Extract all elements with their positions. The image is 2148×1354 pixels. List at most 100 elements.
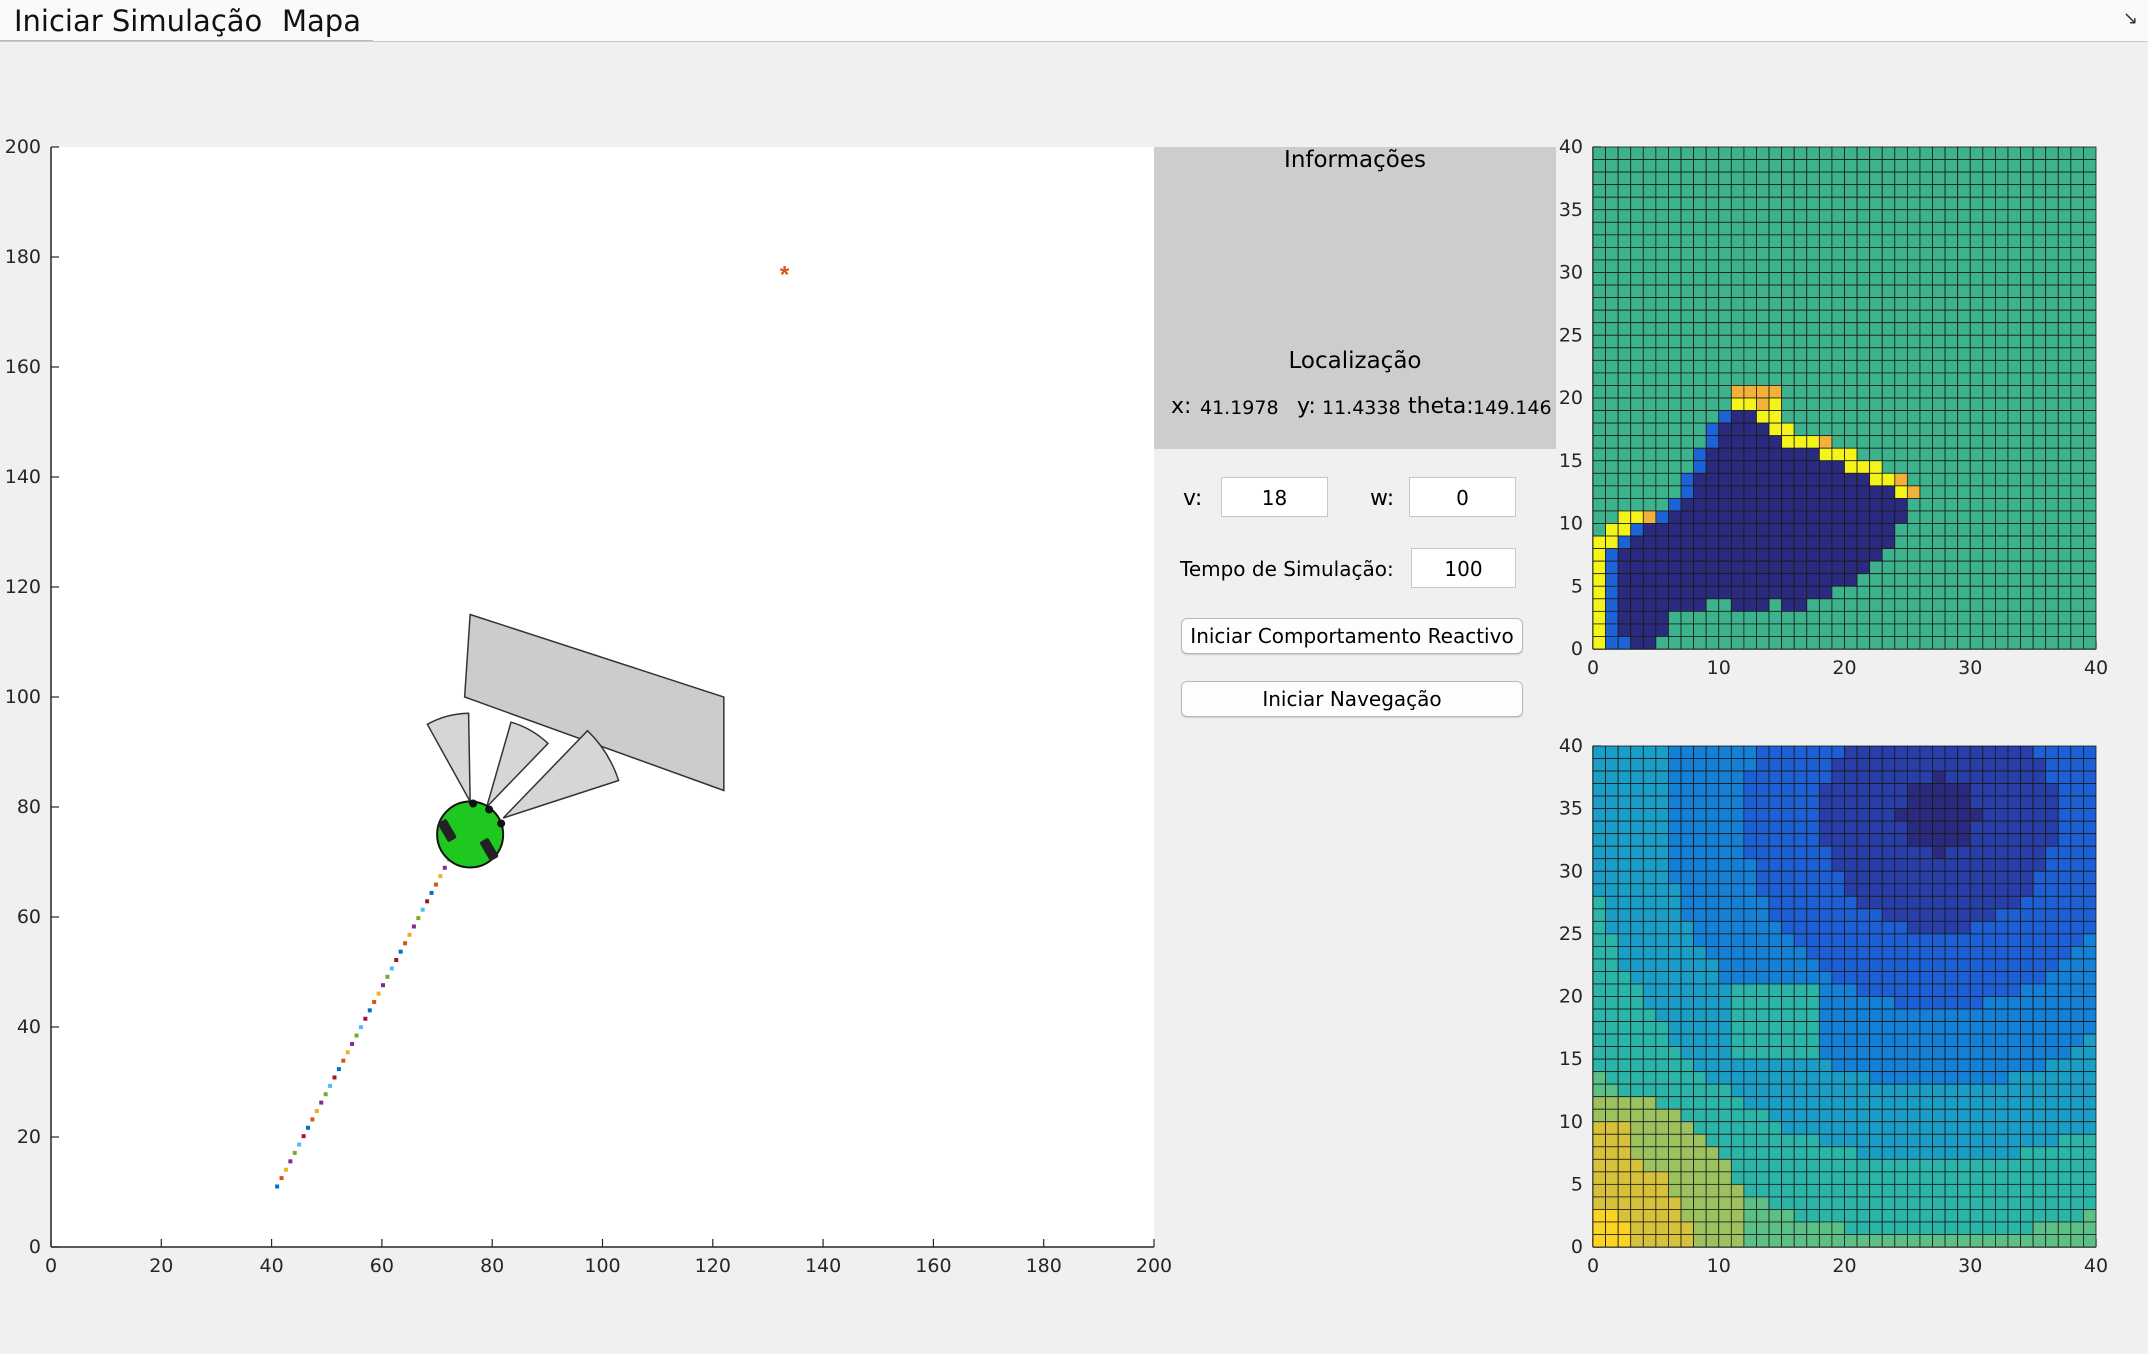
potential-cell — [1932, 820, 1946, 835]
map-cell — [1605, 234, 1619, 248]
potential-cell — [1869, 920, 1883, 935]
map-cell — [1906, 548, 1921, 562]
map-cell — [1768, 523, 1783, 537]
w-input[interactable]: 0 — [1409, 477, 1516, 517]
map-cell — [1630, 585, 1644, 600]
map-cell — [1995, 246, 2009, 261]
potential-cell — [2070, 1008, 2084, 1022]
potential-cell — [1705, 883, 1720, 897]
potential-cell — [1718, 1121, 1732, 1135]
map-cell — [1617, 485, 1632, 499]
resize-icon[interactable]: ↘ — [2122, 8, 2138, 28]
map-cell — [1982, 397, 1996, 411]
potential-cell — [1743, 1021, 1757, 1035]
potential-cell — [1869, 895, 1883, 910]
map-cell — [1906, 209, 1921, 223]
potential-cell — [1818, 1146, 1833, 1160]
map-cell — [1844, 548, 1858, 562]
map-cell — [1642, 485, 1657, 499]
map-cell — [1856, 435, 1871, 449]
reactive-behavior-button[interactable]: Iniciar Comportamento Reactivo — [1181, 618, 1523, 654]
potential-cell — [2070, 883, 2084, 897]
potential-cell — [1957, 1121, 1971, 1135]
menu-mapa[interactable]: Mapa — [282, 4, 361, 38]
map-cell — [1693, 548, 1707, 562]
map-cell — [1605, 560, 1619, 575]
map-cell — [1718, 171, 1732, 186]
map-cell — [1944, 523, 1959, 537]
potential-cell — [1793, 983, 1808, 997]
map-cell — [1693, 435, 1707, 449]
map-x-tick-label: 40 — [2084, 657, 2108, 679]
potential-cell — [2020, 1171, 2034, 1185]
potential-cell — [1856, 745, 1871, 759]
map-cell — [1869, 560, 1883, 575]
potential-cell — [1806, 783, 1820, 797]
potential-cell — [1730, 933, 1745, 947]
potential-cell — [2083, 808, 2097, 822]
map-cell — [1605, 334, 1619, 349]
map-cell — [1957, 573, 1971, 587]
potential-cell — [1831, 808, 1845, 822]
potential-cell — [2032, 958, 2047, 972]
potential-cell — [1856, 1221, 1871, 1235]
map-cell — [1705, 184, 1720, 198]
map-cell — [1844, 309, 1858, 324]
potential-cell — [1806, 745, 1820, 759]
map-cell — [2083, 472, 2097, 487]
potential-cell — [2020, 920, 2034, 935]
potential-cell — [1781, 1058, 1795, 1073]
map-cell — [1781, 347, 1795, 361]
potential-cell — [1818, 845, 1833, 860]
map-cell — [1831, 159, 1845, 173]
map-cell — [1718, 259, 1732, 273]
map-cell — [2020, 422, 2034, 437]
potential-cell — [1894, 1158, 1908, 1173]
potential-cell — [1944, 858, 1959, 872]
map-cell — [1919, 422, 1933, 437]
menu-iniciar-simulacao[interactable]: Iniciar Simulação — [14, 4, 263, 38]
potential-cell — [1617, 883, 1632, 897]
trajectory-point — [297, 1142, 302, 1147]
potential-cell — [2057, 1046, 2072, 1060]
potential-cell — [2032, 758, 2047, 772]
potential-cell — [1693, 1033, 1707, 1047]
map-cell — [1605, 372, 1619, 386]
potential-cell — [1680, 920, 1695, 935]
map-x-tick-label: 20 — [1832, 657, 1856, 679]
potential-cell — [1818, 1008, 1833, 1022]
map-cell — [1680, 447, 1695, 462]
potential-cell — [1705, 820, 1720, 835]
potential-cell — [1743, 758, 1757, 772]
map-cell — [2070, 636, 2084, 650]
map-cell — [1806, 636, 1820, 650]
map-cell — [1944, 435, 1959, 449]
potential-cell — [2007, 858, 2021, 872]
potential-cell — [1919, 1133, 1933, 1148]
map-cell — [1743, 472, 1757, 487]
time-input[interactable]: 100 — [1411, 548, 1516, 588]
potential-cell — [2020, 870, 2034, 885]
map-cell — [1781, 334, 1795, 349]
potential-cell — [1592, 1133, 1606, 1148]
map-cell — [1919, 535, 1933, 549]
map-cell — [1693, 334, 1707, 349]
map-cell — [1655, 259, 1669, 273]
potential-cell — [1743, 996, 1757, 1010]
map-cell — [2045, 259, 2059, 273]
map-cell — [1957, 385, 1971, 399]
map-cell — [2057, 548, 2072, 562]
potential-cell — [1768, 1058, 1783, 1073]
map-cell — [2057, 623, 2072, 637]
map-cell — [2007, 410, 2021, 424]
potential-cell — [2070, 1196, 2084, 1210]
potential-cell — [1693, 1221, 1707, 1235]
v-input[interactable]: 18 — [1221, 477, 1328, 517]
potential-cell — [1768, 958, 1783, 972]
potential-cell — [1995, 996, 2009, 1010]
map-cell — [1705, 359, 1720, 374]
potential-cell — [2045, 920, 2059, 935]
potential-cell — [2083, 1196, 2097, 1210]
start-navigation-button[interactable]: Iniciar Navegação — [1181, 681, 1523, 717]
map-cell — [1642, 535, 1657, 549]
